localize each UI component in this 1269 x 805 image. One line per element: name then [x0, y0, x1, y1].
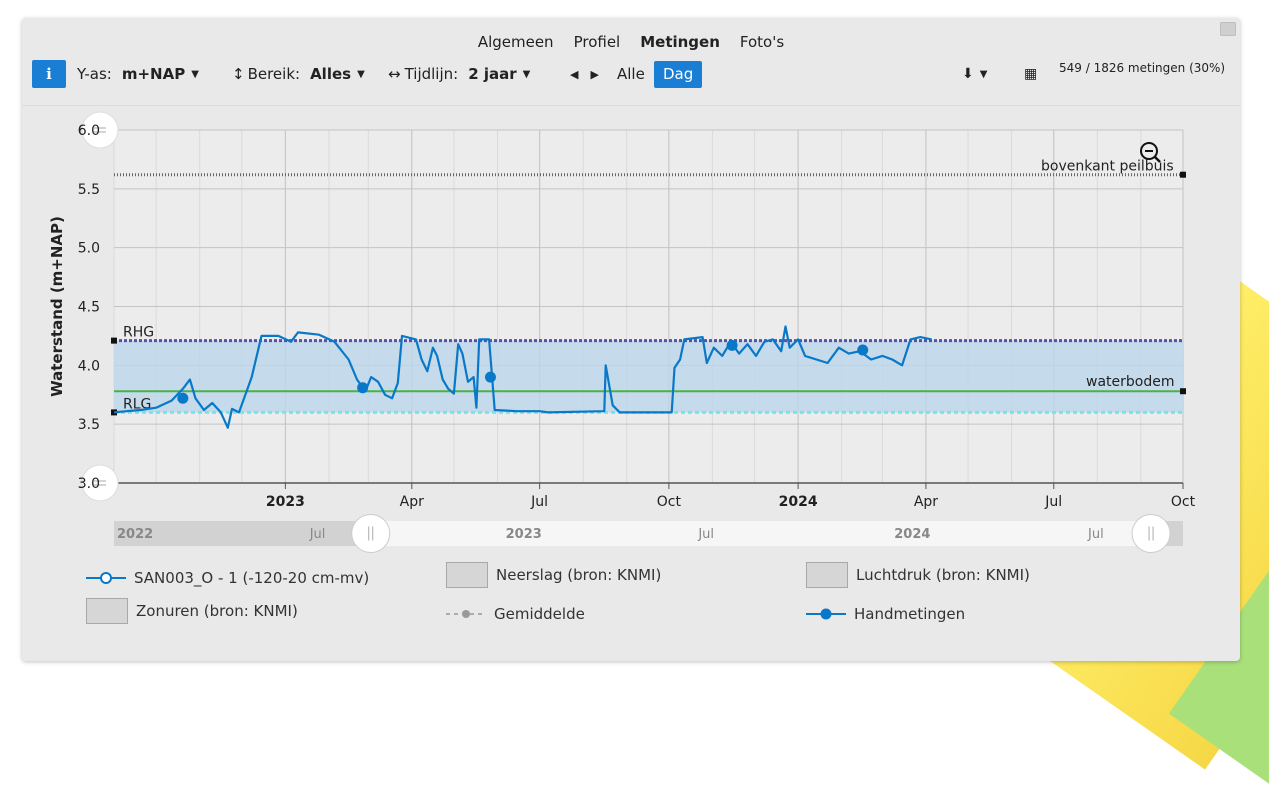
waterbodem-marker	[1180, 388, 1186, 395]
vertical-arrows-icon: ↕	[232, 65, 245, 83]
handmeting-point[interactable]	[357, 382, 369, 394]
legend-box-icon	[86, 598, 128, 624]
navigator-label: Jul	[697, 527, 714, 542]
x-tick-label: Oct	[1171, 494, 1196, 510]
tab-metingen[interactable]: Metingen	[640, 33, 720, 51]
legend-label: Gemiddelde	[494, 605, 585, 623]
legend-item-luchtdruk[interactable]: Luchtdruk (bron: KNMI)	[806, 562, 1030, 588]
legend-label: Handmetingen	[854, 605, 966, 623]
horizontal-arrows-icon: ↔	[388, 65, 401, 83]
tab-algemeen[interactable]: Algemeen	[477, 33, 554, 51]
navigator-label: Jul	[309, 527, 326, 542]
range-band	[114, 340, 1183, 413]
legend-label: Neerslag (bron: KNMI)	[496, 566, 662, 584]
tab-profiel[interactable]: Profiel	[573, 33, 621, 51]
y-tick-label: 3.0	[78, 476, 100, 492]
chart-toolbar: i Y-as: m+NAP ▼ ↕ Bereik: Alles ▼ ↔ Tijd…	[32, 60, 1230, 90]
navigator-label: 2023	[506, 527, 542, 542]
legend-item-handmetingen[interactable]: Handmetingen	[806, 605, 965, 623]
series-line-san003[interactable]	[113, 325, 932, 429]
toolbar-divider	[22, 105, 1240, 106]
tab-bar: Algemeen Profiel Metingen Foto's	[22, 33, 1240, 51]
y-range-handle-bottom[interactable]	[81, 464, 119, 502]
metingen-count: 549 / 1826 metingen (30%)	[1059, 61, 1226, 75]
y-axis-title: Waterstand (m+NAP)	[48, 216, 66, 397]
bovenkant-label: bovenkant peilbuis	[1041, 159, 1174, 175]
rhg-marker	[111, 337, 117, 344]
close-icon[interactable]	[1220, 22, 1236, 36]
yas-label: Y-as:	[77, 65, 112, 83]
line-circle-icon	[86, 572, 126, 584]
y-tick-label: 5.0	[78, 241, 100, 257]
prev-arrow-icon[interactable]: ◀	[570, 67, 579, 81]
x-tick-label: Apr	[914, 494, 938, 510]
measurements-panel: Algemeen Profiel Metingen Foto's i Y-as:…	[22, 18, 1240, 661]
y-tick-label: 3.5	[78, 417, 100, 433]
navigator-handle-left[interactable]	[351, 514, 391, 553]
caret-down-icon: ▼	[522, 68, 531, 80]
dashed-dot-icon	[446, 610, 486, 618]
zoom-out-icon[interactable]	[1140, 142, 1158, 160]
legend-label: Zonuren (bron: KNMI)	[136, 602, 298, 620]
x-tick-label: Jul	[1044, 494, 1062, 510]
legend-label: Luchtdruk (bron: KNMI)	[856, 566, 1030, 584]
yas-value: m+NAP	[121, 65, 186, 83]
legend-box-icon	[446, 562, 488, 588]
x-tick-label: Apr	[400, 494, 424, 510]
x-tick-label: 2024	[779, 494, 818, 510]
chart-svg[interactable]: 3.0 3.5 4.0 4.5 5.0 5.5 6.0 bovenkant peilbuis w…	[22, 18, 1240, 558]
download-icon: ⬇	[962, 66, 974, 82]
bereik-label: Bereik:	[247, 65, 301, 83]
bovenkant-marker	[1180, 171, 1186, 178]
tijdlijn-dropdown[interactable]: ↔ Tijdlijn: 2 jaar ▼	[388, 60, 530, 88]
handmeting-point[interactable]	[177, 392, 189, 404]
dag-button[interactable]: Dag	[654, 60, 703, 88]
tijdlijn-label: Tijdlijn:	[404, 65, 459, 83]
alle-button[interactable]: Alle	[617, 65, 645, 83]
y-tick-label: 4.0	[78, 358, 100, 374]
navigator-label: 2024	[894, 527, 930, 542]
legend-item-gemiddelde[interactable]: Gemiddelde	[446, 605, 585, 623]
handmeting-point[interactable]	[857, 344, 869, 356]
navigator-handle-right[interactable]	[1131, 514, 1171, 553]
waterbodem-label: waterbodem	[1086, 374, 1174, 390]
x-tick-label: Oct	[657, 494, 682, 510]
table-icon[interactable]: ▦	[1024, 66, 1038, 82]
handmeting-point[interactable]	[726, 339, 738, 351]
legend-item-neerslag[interactable]: Neerslag (bron: KNMI)	[446, 562, 661, 588]
caret-down-icon: ▼	[979, 68, 988, 80]
y-tick-label: 4.5	[78, 300, 100, 316]
y-tick-label: 5.5	[78, 182, 100, 198]
info-button[interactable]: i	[32, 60, 66, 88]
navigator-label: 2022	[117, 527, 153, 542]
navigator-mask-left	[114, 521, 371, 546]
caret-down-icon: ▼	[357, 68, 365, 80]
legend-item-zonuren[interactable]: Zonuren (bron: KNMI)	[86, 598, 298, 624]
y-range-handle-top[interactable]	[81, 111, 119, 149]
tab-fotos[interactable]: Foto's	[739, 33, 785, 51]
bereik-value: Alles	[310, 65, 352, 83]
legend-box-icon	[806, 562, 848, 588]
next-arrow-icon[interactable]: ▶	[590, 67, 599, 81]
navigator-selection[interactable]	[370, 521, 1152, 546]
rhg-label: RHG	[123, 325, 154, 341]
x-tick-label: 2023	[266, 494, 305, 510]
zoom-out-icon-handle	[1154, 156, 1161, 163]
x-tick-label: Jul	[530, 494, 548, 510]
download-dropdown[interactable]: ⬇ ▼	[962, 60, 987, 88]
legend-item-main-series[interactable]: SAN003_O - 1 (-120-20 cm-mv)	[86, 569, 369, 587]
yas-dropdown[interactable]: Y-as: m+NAP ▼	[77, 60, 199, 88]
caret-down-icon: ▼	[191, 68, 199, 80]
tijdlijn-value: 2 jaar	[468, 65, 517, 83]
y-tick-label: 6.0	[78, 123, 100, 139]
legend-label: SAN003_O - 1 (-120-20 cm-mv)	[134, 569, 370, 587]
navigator-label: Jul	[1087, 527, 1104, 542]
bereik-dropdown[interactable]: ↕ Bereik: Alles ▼	[232, 60, 365, 88]
handmeting-point[interactable]	[484, 371, 496, 383]
line-dot-icon	[806, 608, 846, 620]
